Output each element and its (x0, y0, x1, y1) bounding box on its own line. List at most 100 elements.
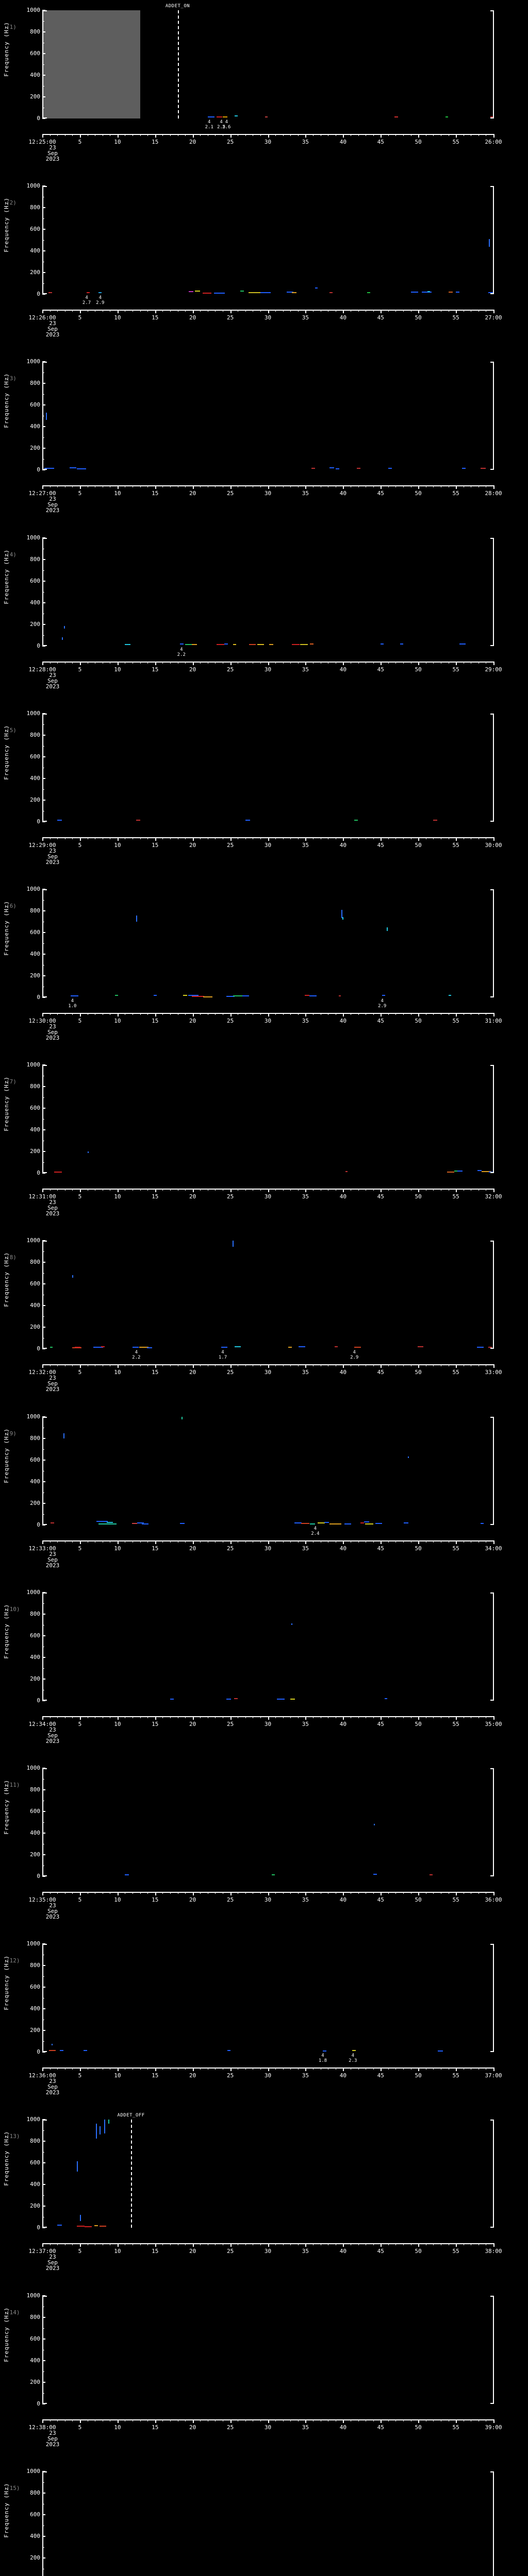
x-tick (155, 1716, 156, 1720)
x-tick-label: 55 (452, 666, 459, 673)
x-tick-minor (215, 2419, 216, 2421)
detection-trace (125, 643, 130, 645)
x-tick-minor (245, 662, 246, 664)
y-tick (42, 1348, 45, 1349)
x-tick-label: 10 (114, 314, 121, 321)
x-tick-minor (373, 2067, 374, 2070)
x-tick-minor (245, 310, 246, 312)
y-tick (42, 713, 45, 714)
x-tick (456, 1716, 457, 1720)
x-tick-minor (57, 1540, 58, 1543)
detection-trace (233, 995, 242, 997)
x-tick-label: 45 (377, 1018, 384, 1024)
x-tick (230, 662, 232, 665)
x-tick-minor (478, 662, 479, 664)
y-tick-minor (42, 459, 44, 460)
detection-trace (195, 291, 201, 292)
x-tick-label: 5 (78, 314, 82, 321)
x-tick (456, 2067, 457, 2071)
x-tick-minor (290, 2243, 291, 2245)
x-tick (117, 310, 119, 313)
detection-trace (329, 467, 334, 469)
x-tick-minor (200, 1013, 201, 1015)
x-tick-minor (283, 310, 284, 312)
detection-trace (322, 2050, 327, 2052)
x-tick-minor (162, 1189, 163, 1191)
x-tick-minor (373, 2419, 374, 2421)
x-tick-minor (358, 2419, 359, 2421)
x-tick-label: 5 (78, 2248, 82, 2255)
x-tick-minor (72, 1013, 73, 1015)
detection-trace (249, 643, 256, 645)
plot-area (42, 1065, 493, 1173)
x-tick (343, 2243, 344, 2247)
detection-trace (227, 2049, 230, 2051)
x-tick (456, 1013, 457, 1016)
x-tick-label: 55 (452, 1896, 459, 1903)
x-tick-minor (433, 1540, 434, 1543)
x-tick-minor (50, 2419, 51, 2421)
y-tick-label: 0 (37, 466, 40, 473)
detection-trace (257, 644, 265, 646)
x-axis-date-stack: 23 Sep 2023 (45, 144, 60, 162)
x-tick-minor (162, 837, 163, 839)
x-tick-label: 25 (226, 1193, 234, 1200)
x-tick (230, 310, 232, 313)
x-tick-minor (140, 1892, 141, 1894)
detection-trace (310, 643, 314, 645)
x-tick-label: 30 (264, 1896, 272, 1903)
x-tick-minor (433, 1716, 434, 1718)
y-axis-right (490, 538, 494, 646)
detection-trace (48, 292, 52, 294)
x-axis-end-label: 35:00 (485, 1721, 502, 1727)
x-tick-label: 35 (302, 1896, 309, 1903)
x-tick-label: 50 (415, 1896, 422, 1903)
panel-index-label: (12) (6, 1957, 20, 1964)
x-tick (42, 662, 43, 665)
x-tick-minor (185, 485, 186, 487)
x-tick-minor (290, 1540, 291, 1543)
x-tick-minor (200, 662, 201, 664)
x-tick-label: 10 (114, 2424, 121, 2431)
x-tick-minor (275, 2419, 276, 2421)
x-tick-minor (162, 1716, 163, 1718)
x-tick-label: 55 (452, 1369, 459, 1376)
x-tick-minor (72, 1716, 73, 1718)
x-tick-minor (170, 1540, 171, 1543)
x-tick-label: 15 (152, 2072, 159, 2079)
x-tick-label: 40 (339, 2072, 346, 2079)
y-tick (42, 2008, 45, 2009)
detection-trace (410, 292, 419, 293)
x-tick-minor (57, 310, 58, 312)
detection-annotation: 4 2.1 (205, 120, 213, 130)
detection-tonal (181, 1417, 183, 1420)
x-tick-minor (260, 2243, 261, 2245)
x-tick (305, 662, 307, 665)
x-tick-minor (162, 2067, 163, 2070)
x-tick-label: 25 (226, 2248, 234, 2255)
detection-tonal (79, 2214, 81, 2222)
y-tick (42, 646, 45, 647)
x-tick-minor (283, 837, 284, 839)
y-tick-label: 600 (30, 2511, 40, 2518)
detection-trace (286, 292, 294, 293)
y-tick-label: 800 (30, 1611, 40, 1617)
y-tick (42, 1108, 45, 1109)
x-tick (230, 2243, 232, 2247)
detection-trace (317, 1522, 325, 1523)
x-tick (192, 310, 194, 313)
x-tick-minor (283, 2067, 284, 2070)
x-tick-minor (215, 662, 216, 664)
detection-tonal (291, 1623, 292, 1625)
x-tick-minor (403, 485, 404, 487)
x-tick-minor (275, 1540, 276, 1543)
y-tick (42, 1833, 45, 1834)
detection-tonal (46, 412, 47, 420)
x-tick-minor (147, 1189, 148, 1191)
y-axis-right (490, 2471, 494, 2576)
x-tick-label: 45 (377, 1193, 384, 1200)
x-tick-minor (162, 485, 163, 487)
y-tick (42, 31, 45, 32)
y-tick-minor (42, 1316, 44, 1317)
x-tick-minor (478, 310, 479, 312)
